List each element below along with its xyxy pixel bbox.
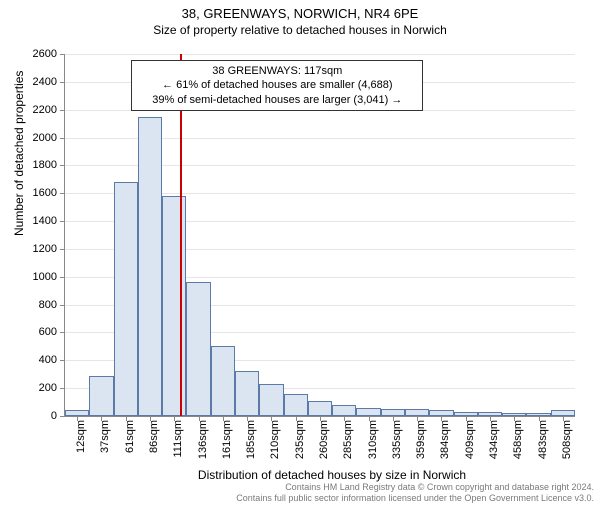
y-axis-title: Number of detached properties [12,71,26,236]
y-tick-label: 2000 [33,132,57,144]
y-tick [60,277,65,278]
histogram-bar [89,376,113,416]
histogram-bar [356,408,380,416]
chart-plot-area: 0200400600800100012001400160018002000220… [64,54,575,417]
histogram-bar [405,409,429,416]
x-tick-label: 409sqm [464,420,476,459]
x-tick-label: 434sqm [488,420,500,459]
histogram-bar [259,384,283,416]
histogram-bar [186,282,210,416]
y-tick [60,54,65,55]
y-tick [60,305,65,306]
x-axis-title: Distribution of detached houses by size … [32,468,600,482]
histogram-bar [381,409,405,416]
x-tick-label: 335sqm [391,420,403,459]
y-tick-label: 400 [39,354,57,366]
histogram-bar [235,371,259,416]
y-tick-label: 0 [51,410,57,422]
y-tick-label: 1200 [33,243,57,255]
y-tick [60,332,65,333]
y-tick-label: 1400 [33,215,57,227]
y-tick [60,388,65,389]
x-tick-label: 111sqm [172,420,184,458]
histogram-bar [284,394,308,416]
x-tick-label: 37sqm [99,420,111,453]
y-tick [60,416,65,417]
footer-attribution: Contains HM Land Registry data © Crown c… [236,482,594,504]
y-tick-label: 600 [39,326,57,338]
annotation-line-2: ← 61% of detached houses are smaller (4,… [137,78,417,92]
histogram-bar [332,405,356,416]
annotation-line-1: 38 GREENWAYS: 117sqm [137,64,417,78]
y-tick-label: 1800 [33,159,57,171]
y-tick-label: 2600 [33,48,57,60]
x-tick-label: 210sqm [269,420,281,459]
y-tick [60,221,65,222]
x-tick-label: 285sqm [342,420,354,459]
histogram-bar [162,196,186,416]
histogram-bar [211,346,235,416]
x-tick-label: 508sqm [561,420,573,459]
y-tick [60,193,65,194]
x-tick-label: 185sqm [245,420,257,459]
histogram-bar [308,401,332,416]
footer-line-1: Contains HM Land Registry data © Crown c… [236,482,594,493]
x-tick-label: 86sqm [148,420,160,453]
y-tick-label: 800 [39,299,57,311]
x-tick-label: 61sqm [124,420,136,453]
y-tick [60,138,65,139]
y-tick [60,360,65,361]
annotation-line-3: 39% of semi-detached houses are larger (… [137,93,417,107]
histogram-bar [138,117,162,416]
x-tick-label: 260sqm [318,420,330,459]
x-tick-label: 310sqm [367,420,379,459]
x-tick-label: 161sqm [221,420,233,459]
y-tick-label: 2200 [33,104,57,116]
x-tick-label: 136sqm [197,420,209,459]
footer-line-2: Contains full public sector information … [236,493,594,504]
y-tick [60,249,65,250]
y-tick [60,82,65,83]
x-tick-label: 359sqm [415,420,427,459]
x-tick-label: 12sqm [75,420,87,453]
y-tick-label: 2400 [33,76,57,88]
annotation-box: 38 GREENWAYS: 117sqm← 61% of detached ho… [131,60,423,111]
y-tick [60,165,65,166]
page-title: 38, GREENWAYS, NORWICH, NR4 6PE [0,6,600,21]
histogram-bar [114,182,138,416]
x-tick-label: 458sqm [512,420,524,459]
y-tick-label: 1600 [33,187,57,199]
y-tick [60,110,65,111]
y-tick-label: 200 [39,382,57,394]
y-tick-label: 1000 [33,271,57,283]
page-subtitle: Size of property relative to detached ho… [0,23,600,37]
x-tick-label: 384sqm [439,420,451,459]
chart-container: 38, GREENWAYS, NORWICH, NR4 6PE Size of … [0,6,600,506]
gridline [65,54,575,55]
x-tick-label: 483sqm [537,420,549,459]
x-tick-label: 235sqm [294,420,306,459]
